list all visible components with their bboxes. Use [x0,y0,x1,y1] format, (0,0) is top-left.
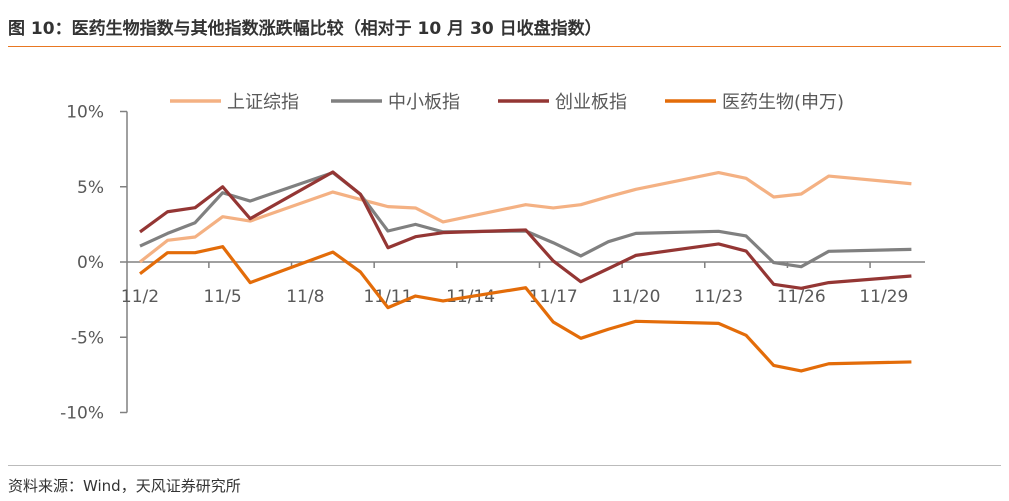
x-tick-label: 11/8 [286,287,324,307]
legend-label-2: 中小板指 [388,92,460,113]
x-tick-label: 11/29 [859,287,908,307]
x-tick-label: 11/5 [204,287,242,307]
x-tick-label: 11/11 [363,287,412,307]
x-tick-label: 11/2 [121,287,159,307]
y-tick-label: 0% [77,253,104,273]
x-tick-label: 11/17 [529,287,578,307]
y-tick-label: 5% [77,178,104,198]
series-line-4 [139,245,912,373]
figure-title: 图 10：医药生物指数与其他指数涨跌幅比较（相对于 10 月 30 日收盘指数） [8,19,602,39]
source-divider [8,465,1001,466]
y-tick-label: 10% [66,103,104,123]
legend-label-3: 创业板指 [555,92,627,113]
legend-label-4: 医药生物(申万) [722,92,844,113]
legend-label-1: 上证综指 [227,92,299,113]
series-line-3 [139,170,912,290]
x-tick-label: 11/20 [611,287,660,307]
x-tick-label: 11/26 [777,287,826,307]
y-tick-label: -5% [71,328,104,348]
title-divider [8,46,1001,47]
source-note: 资料来源：Wind，天风证券研究所 [8,477,241,495]
y-tick-label: -10% [60,404,104,424]
x-tick-label: 11/23 [694,287,743,307]
series-line-1 [139,171,912,264]
